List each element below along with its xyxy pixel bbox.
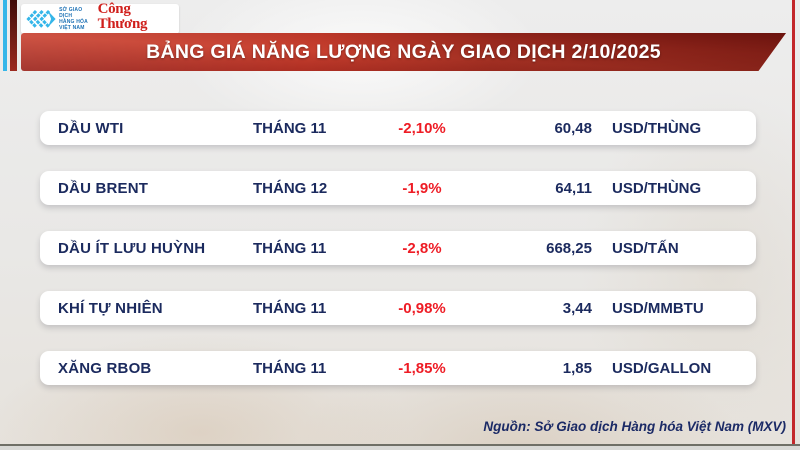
contract-month: THÁNG 11 (253, 299, 327, 317)
commodity-name: KHÍ TỰ NHIÊN (58, 299, 163, 317)
commodity-name: DẦU BRENT (58, 179, 149, 197)
price-value: 3,44 (562, 299, 592, 317)
price-row-dau-brent: DẦU BRENT THÁNG 12 -1,9% 64,11 USD/THÙNG (40, 171, 756, 205)
left-accent-stripe-maroon (10, 0, 17, 71)
price-row-dau-wti: DẦU WTI THÁNG 11 -2,10% 60,48 USD/THÙNG (40, 111, 756, 145)
price-row-dau-it-luu-huynh: DẦU ÍT LƯU HUỲNH THÁNG 11 -2,8% 668,25 U… (40, 231, 756, 265)
price-unit: USD/THÙNG (612, 179, 702, 197)
price-unit: USD/TẤN (612, 239, 679, 257)
source-attribution: Nguồn: Sở Giao dịch Hàng hóa Việt Nam (M… (483, 419, 786, 434)
mxv-logo-line2: HÀNG HÓA (59, 19, 88, 25)
change-percent: -0,98% (398, 299, 446, 317)
left-accent-stripe-blue (3, 0, 7, 71)
bottom-edge-strip (0, 446, 800, 450)
bottom-divider-line (0, 444, 800, 446)
price-unit: USD/MMBTU (612, 299, 704, 317)
commodity-name: DẦU WTI (58, 119, 124, 137)
contract-month: THÁNG 11 (253, 119, 327, 137)
mxv-logo: SỞ GIAO DỊCH HÀNG HÓA VIỆT NAM (26, 7, 93, 31)
mxv-chevrons-icon (26, 9, 56, 29)
change-percent: -2,8% (402, 239, 442, 257)
page-title: BẢNG GIÁ NĂNG LƯỢNG NGÀY GIAO DỊCH 2/10/… (146, 40, 661, 63)
contract-month: THÁNG 11 (253, 359, 327, 377)
mxv-logo-line3: VIỆT NAM (59, 25, 85, 31)
price-value: 60,48 (554, 119, 592, 137)
right-accent-stripe-red (792, 0, 795, 450)
congthuong-logo-text: Công Thương (97, 0, 148, 32)
mxv-logo-line1: SỞ GIAO DỊCH (59, 7, 83, 19)
logo-bar: SỞ GIAO DỊCH HÀNG HÓA VIỆT NAM Công Thươ… (21, 0, 179, 37)
mxv-logo-text: SỞ GIAO DỊCH HÀNG HÓA VIỆT NAM (59, 7, 92, 31)
price-value: 1,85 (562, 359, 592, 377)
price-row-xang-rbob: XĂNG RBOB THÁNG 11 -1,85% 1,85 USD/GALLO… (40, 351, 756, 385)
congthuong-logo: Công Thương (97, 0, 174, 37)
price-value: 64,11 (555, 179, 592, 197)
price-row-khi-tu-nhien: KHÍ TỰ NHIÊN THÁNG 11 -0,98% 3,44 USD/MM… (40, 291, 756, 325)
commodity-name: XĂNG RBOB (58, 359, 152, 377)
price-unit: USD/THÙNG (612, 119, 702, 137)
change-percent: -1,9% (402, 179, 442, 197)
contract-month: THÁNG 12 (253, 179, 328, 197)
contract-month: THÁNG 11 (253, 239, 327, 257)
price-unit: USD/GALLON (612, 359, 712, 377)
change-percent: -1,85% (398, 359, 446, 377)
commodity-name: DẦU ÍT LƯU HUỲNH (58, 239, 206, 257)
change-percent: -2,10% (398, 119, 446, 137)
title-banner: BẢNG GIÁ NĂNG LƯỢNG NGÀY GIAO DỊCH 2/10/… (21, 33, 786, 71)
price-value: 668,25 (546, 239, 592, 257)
